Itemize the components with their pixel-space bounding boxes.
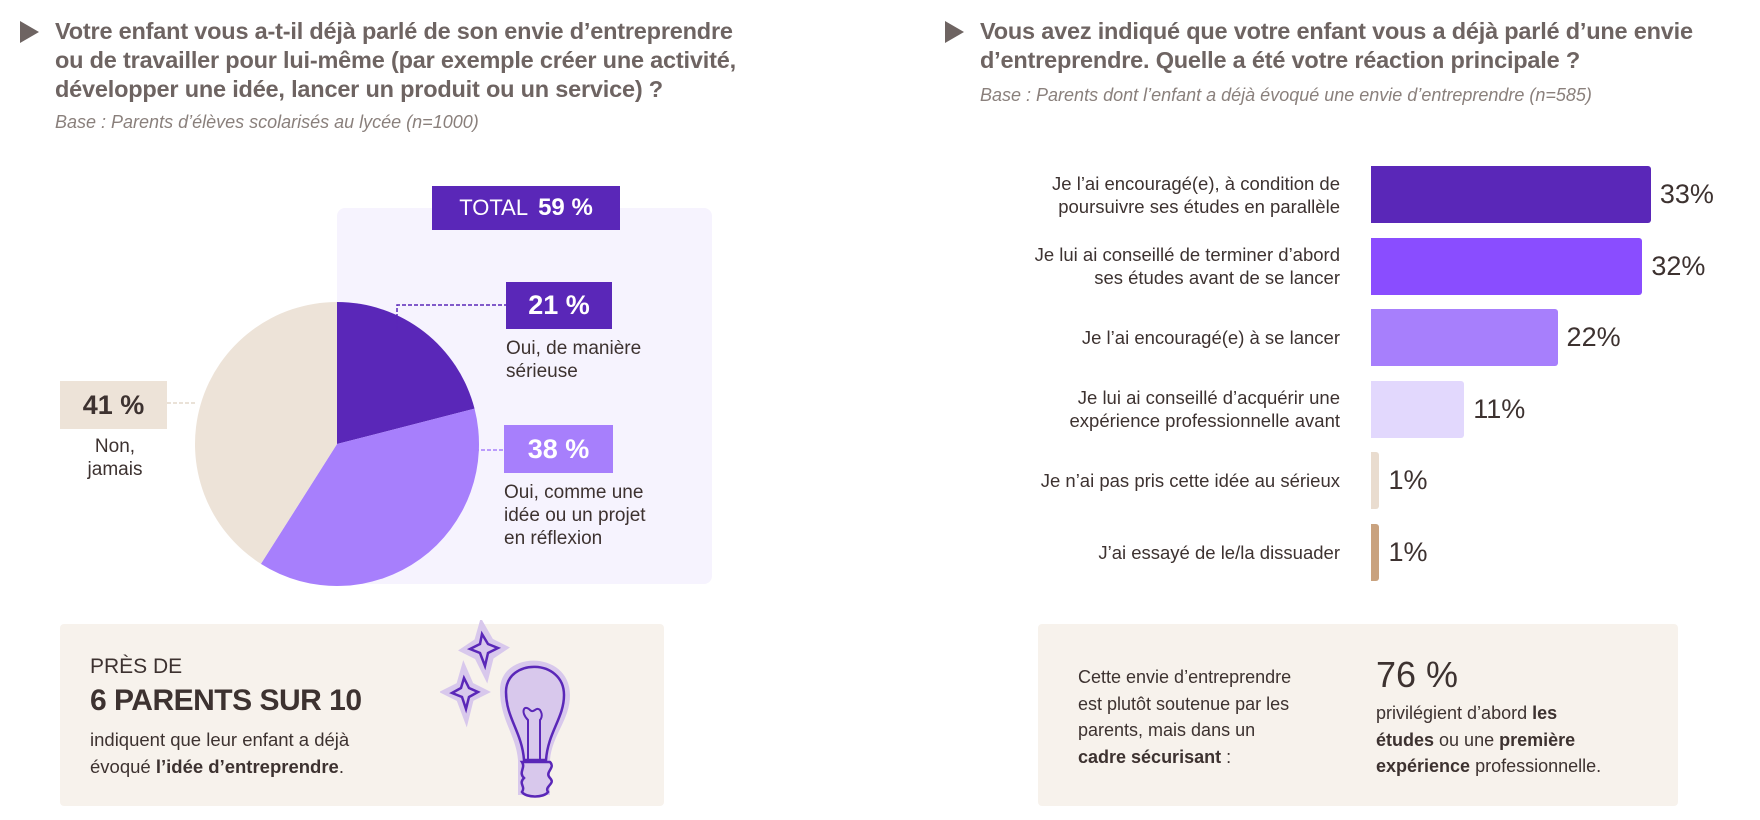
- card-bold: l’idée d’entreprendre: [155, 755, 339, 777]
- bar-category-line: Je n’ai pas pris cette idée au sérieux: [1040, 470, 1340, 492]
- left-base-note: Base : Parents d’élèves scolarisés au ly…: [55, 112, 479, 132]
- card-line: parents, mais dans un: [1078, 720, 1256, 740]
- bar-category-label: Je n’ai pas pris cette idée au sérieux: [980, 452, 1340, 509]
- card-text: professionnelle.: [1470, 756, 1602, 776]
- bar: [1371, 309, 1558, 367]
- right-question-title: Vous avez indiqué que votre enfant vous …: [980, 17, 1693, 75]
- bar-category-line: J’ai essayé de le/la dissuader: [1098, 542, 1340, 563]
- bar-category-label: Je l’ai encouragé(e) à se lancer: [980, 309, 1340, 366]
- label-reflexion: Oui, comme une idée ou un projet en réfl…: [504, 481, 646, 550]
- bar-category-label: Je lui ai conseillé d’acquérir une expéri…: [980, 381, 1340, 438]
- label-line: idée ou un projet: [504, 505, 646, 526]
- bar-value-label: 32%: [1651, 250, 1706, 281]
- card-text: privilégient d’abord: [1376, 703, 1533, 723]
- card-bold: les: [1532, 703, 1558, 723]
- title-line: Votre enfant vous a-t-il déjà parlé de s…: [55, 18, 733, 44]
- card-kicker: PRÈS DE: [90, 655, 183, 678]
- bar: [1371, 524, 1380, 581]
- total-value: 59 %: [538, 194, 593, 221]
- right-summary-card: Cette envie d’entreprendre est plutôt so…: [1038, 624, 1678, 806]
- bar-category-line: Je lui ai conseillé de terminer d’abord: [1034, 244, 1340, 266]
- title-line: Vous avez indiqué que votre enfant vous …: [980, 18, 1693, 44]
- connector-21: [396, 304, 506, 330]
- card-left-text: Cette envie d’entreprendre est plutôt so…: [1078, 664, 1291, 770]
- card-text: .: [338, 755, 344, 777]
- card-text: :: [1221, 746, 1232, 767]
- bar-category-line: Je l’ai encouragé(e) à se lancer: [1081, 327, 1340, 349]
- value-badge-38: 38 %: [504, 425, 613, 473]
- card-line: expérience professionnelle.: [1376, 753, 1601, 780]
- bullet-triangle-icon: [945, 21, 964, 43]
- bar-value-label: 22%: [1566, 322, 1621, 353]
- card-right-text: privilégient d’abord les études ou une p…: [1376, 700, 1601, 780]
- bullet-triangle-icon: [20, 21, 39, 43]
- bar-category-label: Je lui ai conseillé de terminer d’abord s…: [980, 238, 1340, 295]
- label-line: Non,: [94, 436, 136, 457]
- card-body: indiquent que leur enfant a déjà évoqué …: [90, 727, 349, 780]
- card-line: privilégient d’abord les: [1376, 700, 1601, 727]
- pie-slice-38: [260, 408, 480, 586]
- label-line: Oui, comme une: [504, 482, 644, 503]
- card-bold: première: [1499, 729, 1576, 750]
- bar-value-label: 11%: [1473, 393, 1526, 424]
- card-line: est plutôt soutenue par les: [1078, 693, 1290, 714]
- card-line: études ou une première: [1376, 727, 1601, 754]
- pie-chart: [167, 302, 506, 586]
- card-text: évoqué: [90, 755, 156, 777]
- bar-category-label: Je l’ai encouragé(e), à condition de pour…: [980, 166, 1340, 223]
- card-line: Cette envie d’entreprendre: [1078, 667, 1292, 687]
- label-non-jamais: Non, jamais: [60, 435, 170, 481]
- card-text: ou une: [1434, 729, 1500, 750]
- bar-category-line: poursuivre ses études en parallèle: [1058, 195, 1340, 217]
- bar-category-line: expérience professionnelle avant: [1069, 410, 1340, 432]
- bar-category-line: Je l’ai encouragé(e), à condition de: [1052, 172, 1340, 194]
- left-question-title: Votre enfant vous a-t-il déjà parlé de s…: [55, 17, 736, 104]
- bar: [1371, 166, 1651, 223]
- bar: [1371, 237, 1643, 295]
- bar-value-label: 33%: [1659, 179, 1714, 209]
- lightbulb-icon: [440, 620, 570, 798]
- title-line: d’entreprendre. Quelle a été votre réact…: [980, 47, 1580, 73]
- bar: [1371, 452, 1380, 510]
- total-label: TOTAL: [459, 195, 529, 220]
- value-badge-21: 21 %: [506, 282, 612, 329]
- bar-value-label: 1%: [1388, 537, 1428, 567]
- bar-value-label: 1%: [1388, 465, 1428, 496]
- card-bold: études: [1376, 729, 1435, 750]
- card-bold: expérience: [1376, 756, 1471, 776]
- bar-category-label: J’ai essayé de le/la dissuader: [980, 524, 1340, 581]
- card-line: cadre sécurisant :: [1078, 744, 1291, 771]
- card-line: évoqué l’idée d’entreprendre.: [90, 754, 349, 781]
- card-line: indiquent que leur enfant a déjà: [90, 729, 350, 750]
- bar-category-line: Je lui ai conseillé d’acquérir une: [1077, 387, 1340, 409]
- value-badge-41: 41 %: [60, 381, 167, 429]
- total-badge: TOTAL 59 %: [432, 186, 620, 230]
- label-line: jamais: [87, 459, 143, 480]
- card-bold: cadre sécurisant: [1078, 746, 1222, 767]
- label-line: en réflexion: [504, 528, 603, 549]
- title-line: ou de travailler pour lui-même (par exem…: [55, 47, 736, 73]
- label-serieuse: Oui, de manière sérieuse: [506, 337, 641, 383]
- right-base-note: Base : Parents dont l’enfant a déjà évoq…: [980, 85, 1592, 105]
- label-line: Oui, de manière: [506, 338, 642, 359]
- bar: [1371, 380, 1465, 438]
- label-line: sérieuse: [506, 361, 578, 382]
- pie-slice-21: [337, 302, 475, 444]
- card-headline: 6 PARENTS SUR 10: [90, 684, 362, 717]
- title-line: développer une idée, lancer un produit o…: [55, 76, 663, 102]
- card-stat: 76 %: [1376, 654, 1459, 695]
- bar-category-line: ses études avant de se lancer: [1094, 267, 1340, 289]
- pie-slice-41: [194, 302, 337, 564]
